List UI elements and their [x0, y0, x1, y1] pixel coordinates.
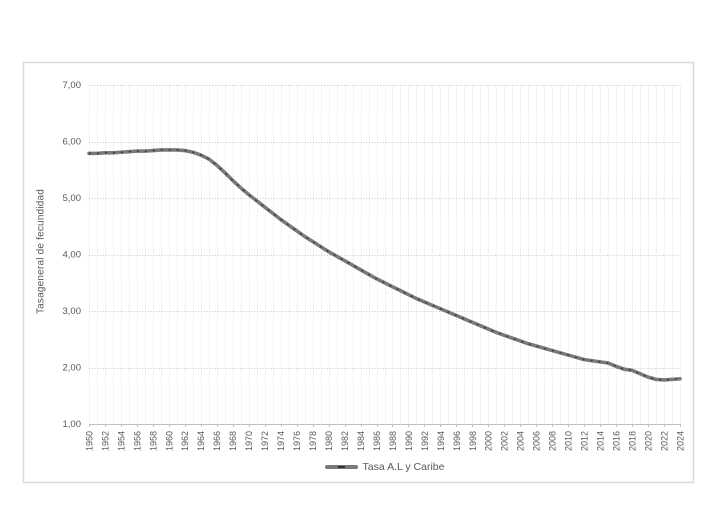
- y-axis-tick-labels: 1,00 2,00 3,00 4,00 5,00 6,00 7,00: [63, 80, 82, 430]
- x-tick-label: 1980: [324, 431, 334, 451]
- x-tick-label: 1956: [132, 431, 142, 451]
- legend: Tasa A.L y Caribe: [89, 459, 680, 475]
- x-tick-label: 2018: [627, 431, 637, 451]
- x-tick-label: 2012: [580, 431, 590, 451]
- x-tick-label: 1976: [292, 431, 302, 451]
- gridlines-vertical: [89, 85, 681, 424]
- x-tick-label: 2002: [500, 431, 510, 451]
- x-tick-label: 1970: [244, 431, 254, 451]
- chart-area-border: [22, 61, 695, 484]
- x-tick-label: 1962: [180, 431, 190, 451]
- x-tick-label: 2006: [532, 431, 542, 451]
- y-tick-label: 7,00: [63, 80, 82, 91]
- y-tick-label: 5,00: [63, 193, 82, 204]
- x-tick-label: 1990: [404, 431, 414, 451]
- x-tick-label: 2008: [548, 431, 558, 451]
- y-axis-title: Tasageneral de fecundidad: [35, 188, 47, 315]
- x-axis-ticks: [89, 424, 681, 427]
- legend-series-label: Tasa A.L y Caribe: [362, 461, 445, 473]
- x-tick-label: 1952: [100, 431, 110, 451]
- x-tick-label: 2010: [564, 431, 574, 451]
- y-tick-label: 6,00: [63, 137, 82, 148]
- x-axis-tick-labels: 1950 1952 1954 1956 1958 1960 1962 1964 1966 1968…: [84, 431, 685, 451]
- x-tick-label: 1984: [356, 431, 366, 451]
- x-tick-label: 1986: [372, 431, 382, 451]
- x-tick-label: 2024: [675, 431, 685, 451]
- y-tick-label: 2,00: [63, 363, 82, 374]
- x-tick-label: 1972: [260, 431, 270, 451]
- x-tick-label: 2016: [612, 431, 622, 451]
- x-tick-label: 1966: [212, 431, 222, 451]
- x-tick-label: 1950: [84, 431, 94, 451]
- y-tick-label: 1,00: [63, 419, 82, 430]
- x-tick-label: 1960: [164, 431, 174, 451]
- x-tick-label: 1982: [340, 431, 350, 451]
- x-tick-label: 1954: [116, 431, 126, 451]
- x-tick-label: 1992: [420, 431, 430, 451]
- x-tick-label: 1968: [228, 431, 238, 451]
- x-tick-label: 1998: [468, 431, 478, 451]
- x-tick-label: 1988: [388, 431, 398, 451]
- x-tick-label: 1974: [276, 431, 286, 451]
- x-tick-label: 2022: [659, 431, 669, 451]
- x-tick-label: 1958: [148, 431, 158, 451]
- x-tick-label: 2020: [643, 431, 653, 451]
- legend-line-marker-icon: [324, 465, 358, 469]
- fertility-series-line: [87, 148, 682, 382]
- x-tick-label: 1996: [452, 431, 462, 451]
- y-tick-label: 4,00: [63, 250, 82, 261]
- x-tick-label: 1978: [308, 431, 318, 451]
- x-tick-label: 1994: [436, 431, 446, 451]
- y-tick-label: 3,00: [63, 306, 82, 317]
- x-tick-label: 2014: [596, 431, 606, 451]
- x-tick-label: 2004: [516, 431, 526, 451]
- x-tick-label: 2000: [484, 431, 494, 451]
- x-tick-label: 1964: [196, 431, 206, 451]
